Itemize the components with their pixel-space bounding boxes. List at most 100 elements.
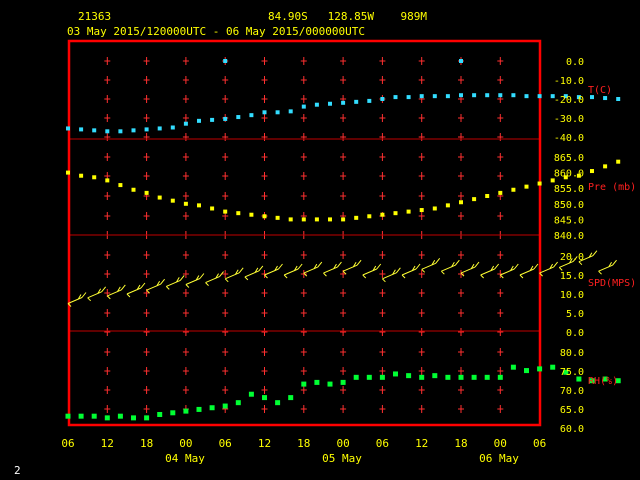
rh-point (275, 400, 281, 406)
grid-plus (182, 57, 189, 65)
y-tick-label: -20.0 (554, 95, 584, 106)
grid-plus (497, 348, 504, 356)
pressure-point (157, 195, 162, 200)
grid-plus (497, 212, 504, 220)
rh-point (353, 374, 359, 380)
wind-barb (362, 263, 382, 279)
grid-plus (379, 251, 386, 259)
grid-plus (418, 153, 425, 161)
grid-plus (418, 76, 425, 84)
grid-plus (458, 348, 464, 356)
series (65, 59, 621, 421)
wind-barb (224, 267, 244, 283)
temperature-point (157, 126, 162, 131)
wind-barb (598, 259, 617, 275)
grid-plus (458, 114, 464, 122)
grid-plus (458, 153, 464, 161)
grid-plus (104, 95, 111, 103)
temperature-point (576, 95, 581, 100)
y-tick-label: -40.0 (554, 133, 584, 144)
grid-plus (497, 309, 504, 317)
wind-barb (323, 261, 342, 277)
grid-plus (300, 270, 307, 278)
grid-plus (458, 192, 464, 200)
date-label: 06 May (479, 452, 519, 465)
pressure-point (590, 169, 594, 174)
grid-plus (418, 367, 425, 375)
grid-plus (104, 76, 111, 84)
temperature-point (563, 94, 568, 99)
rh-point (91, 413, 97, 419)
rh-point (497, 374, 503, 380)
grid-plus (340, 153, 347, 161)
grid-plus (497, 386, 504, 394)
x-tick-label: 00 (179, 437, 192, 450)
plus-grid (104, 57, 504, 413)
grid-plus (104, 309, 111, 317)
grid-plus (458, 367, 464, 375)
temperature-point (472, 93, 477, 98)
temperature-point (537, 94, 542, 99)
grid-plus (182, 251, 189, 259)
pressure-point (498, 190, 503, 195)
rh-point (510, 364, 516, 370)
rh-point (104, 415, 110, 421)
grid-plus (497, 367, 504, 375)
pressure-point (472, 197, 477, 202)
grid-plus (379, 289, 386, 297)
pressure-point (262, 214, 267, 219)
y-tick-label: 0.0 (566, 328, 584, 339)
grid-plus (458, 172, 464, 180)
grid-plus (340, 172, 347, 180)
rh-point (484, 374, 490, 380)
plot-frame (67, 39, 542, 427)
rh-point (589, 378, 595, 384)
grid-plus (340, 309, 347, 317)
grid-plus (340, 386, 347, 394)
grid-plus (458, 386, 464, 394)
grid-plus (418, 172, 425, 180)
wind-barb (126, 282, 146, 298)
grid-plus (143, 328, 150, 336)
pressure-point (445, 203, 450, 208)
grid-plus (458, 133, 464, 141)
grid-plus (418, 57, 425, 65)
grid-plus (222, 386, 229, 394)
grid-plus (300, 153, 307, 161)
grid-plus (182, 289, 189, 297)
grid-plus (222, 95, 229, 103)
pressure-point (66, 170, 70, 175)
x-tick-label: 00 (336, 437, 349, 450)
y-tick-label: 15.0 (560, 271, 584, 282)
temperature-point (616, 97, 621, 101)
temperature-point (406, 95, 411, 100)
panel-label-rh: RH(%) (588, 376, 618, 387)
rh-point (235, 400, 241, 406)
grid-plus (340, 76, 347, 84)
rh-point (379, 374, 385, 380)
grid-plus (340, 192, 347, 200)
grid-plus (261, 192, 268, 200)
grid-plus (104, 348, 111, 356)
pressure-point (432, 206, 437, 211)
grid-plus (222, 289, 229, 297)
grid-plus (261, 76, 268, 84)
grid-plus (261, 114, 268, 122)
rh-point (314, 379, 320, 385)
grid-plus (497, 114, 504, 122)
grid-plus (104, 114, 111, 122)
grid-plus (458, 270, 464, 278)
grid-plus (497, 289, 504, 297)
pressure-point (314, 217, 319, 222)
pressure-point (576, 173, 581, 178)
pressure-point (537, 181, 542, 186)
temperature-point (354, 99, 359, 104)
rh-point (445, 374, 451, 380)
rh-point (393, 371, 398, 377)
wind-barb (146, 278, 165, 294)
grid-plus (261, 133, 268, 141)
pressure-point (341, 217, 346, 222)
x-tick-label: 18 (140, 437, 153, 450)
grid-plus (300, 348, 307, 356)
grid-plus (261, 405, 268, 413)
